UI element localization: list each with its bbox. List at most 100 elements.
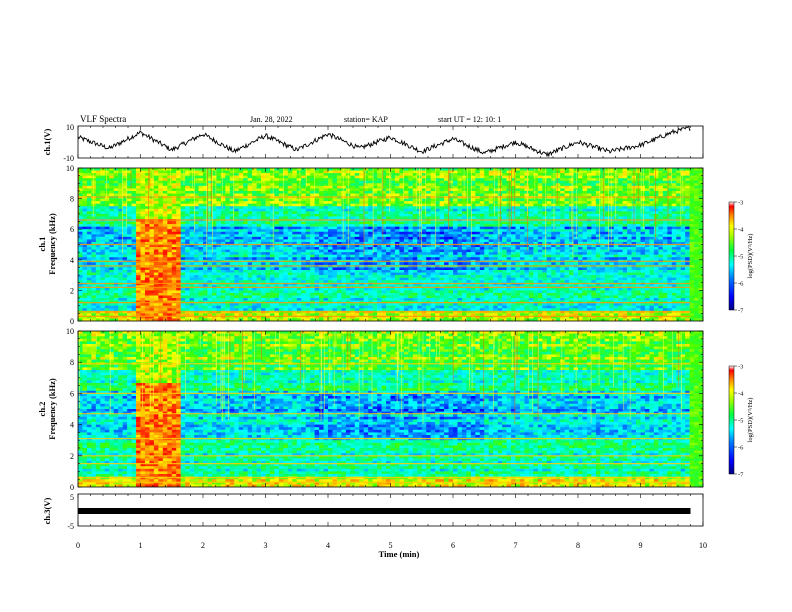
spectrogram-cell [86,221,92,225]
spectrogram-cell [479,173,485,176]
spectrogram-cell [153,224,159,227]
spectrogram-cell [399,213,405,217]
spectrogram-cell [444,229,449,233]
spectrogram-cell [100,234,106,238]
spectrogram-cell [403,190,409,194]
spectrogram-cell [493,247,498,250]
spectrogram-cell [207,213,213,217]
spectrogram-cell [586,170,592,174]
spectrogram-cell [649,229,655,233]
spectrogram-cell [453,193,458,197]
spectrogram-cell [653,231,659,235]
spectrogram-cell [225,175,231,179]
spectrogram-cell [408,201,414,204]
spectrogram-cell [211,213,217,217]
spectrogram-cell [91,198,97,202]
spectrogram-cell [488,206,494,210]
spectrogram-cell [243,185,248,189]
spectrogram-cell [243,203,248,207]
spectrogram-cell [399,216,405,220]
spectrogram-cell [305,241,311,245]
spectrogram-cell [671,224,677,227]
spectrogram-cell [582,188,588,192]
spectrogram-cell [274,168,280,171]
spectrogram-cell [394,206,400,210]
spectrogram-cell [484,231,490,235]
spectrogram-cell [698,239,703,243]
spectrogram-cell [412,188,418,192]
spectrogram-cell [511,239,516,243]
spectrogram-cell [243,213,248,217]
spectrogram-cell [274,226,280,230]
spectrogram-cell [667,203,673,207]
spectrogram-cell [537,249,543,253]
spectrogram-cell [386,193,391,197]
spectrogram-cell [676,234,681,238]
spectrogram-cell [444,198,449,202]
spectrogram-cell [216,170,222,174]
spectrogram-cell [292,170,298,174]
spectrogram-cell [408,170,414,174]
spectrogram-cell [296,178,302,182]
spectrogram-cell [336,252,342,255]
spectrogram-cell [453,208,458,212]
spectrogram-cell [653,178,659,182]
spectrogram-cell [488,208,494,212]
spectrogram-cell [408,231,414,235]
spectrogram-cell [497,226,503,230]
spectrogram-cell [390,231,396,235]
spectrogram-cell [426,188,431,192]
spectrogram-cell [292,252,298,255]
spectrogram-cell [430,244,436,248]
spectrogram-cell [185,183,190,187]
spectrogram-cell [537,244,543,248]
spectrogram-cell [408,173,414,176]
spectrogram-cell [283,208,289,212]
spectrogram-cell [118,244,123,248]
spectrogram-cell [519,208,525,212]
spectrogram-cell [461,213,467,217]
spectrogram-cell [225,190,231,194]
spectrogram-cell [144,211,150,215]
spectrogram-cell [131,203,137,207]
spectrogram-cell [359,244,365,248]
spectrogram-cell [466,173,472,176]
spectrogram-cell [287,211,293,215]
spectrogram-cell [430,183,436,187]
spectrogram-cell [82,241,88,245]
spectrogram-cell [698,180,703,184]
spectrogram-cell [252,173,257,176]
spectrogram-cell [694,185,699,189]
spectrogram-cell [162,201,168,204]
spectrogram-cell [426,231,431,235]
spectrogram-cell [444,208,449,212]
spectrogram-cell [555,229,561,233]
spectrogram-cell [274,170,280,174]
spectrogram-cell [247,211,253,215]
spectrogram-cell [658,221,664,225]
spectrogram-cell [609,206,615,210]
spectrogram-cell [408,213,414,217]
spectrogram-cell [444,178,449,182]
spectrogram-cell [261,198,266,202]
spectrogram-cell [319,229,324,233]
spectrogram-cell [372,226,378,230]
spectrogram-cell [622,224,628,227]
spectrogram-cell [671,249,677,253]
spectrogram-cell [551,244,556,248]
spectrogram-cell [305,206,311,210]
spectrogram-cell [131,252,137,255]
spectrogram-cell [488,213,494,217]
spectrogram-cell [399,173,405,176]
spectrogram-cell [332,231,338,235]
spectrogram-cell [109,241,115,245]
spectrogram-cell [252,249,257,253]
spectrogram-cell [180,208,186,212]
spectrogram-cell [582,213,588,217]
spectrogram-cell [359,175,365,179]
spectrogram-cell [600,188,606,192]
spectrogram-cell [662,236,668,240]
spectrogram-cell [220,229,226,233]
spectrogram-cell [555,173,561,176]
spectrogram-cell [658,241,664,245]
